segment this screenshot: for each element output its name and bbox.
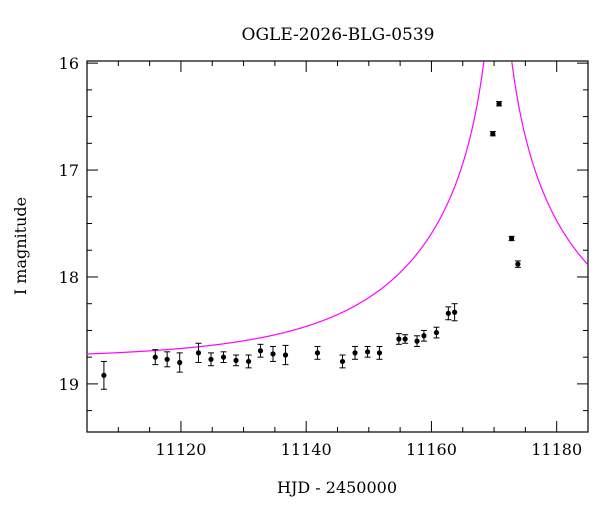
x-tick-label: 11120 [155, 440, 206, 459]
data-marker [177, 359, 183, 366]
data-point [433, 326, 440, 339]
data-point [339, 354, 346, 369]
data-marker [433, 329, 440, 336]
data-point [176, 352, 183, 373]
data-marker [220, 354, 227, 360]
data-marker [396, 336, 402, 342]
data-point [496, 101, 503, 107]
data-point [489, 131, 496, 137]
data-marker [233, 357, 239, 363]
data-point [414, 335, 421, 347]
y-tick-label: 17 [59, 161, 79, 180]
data-point [364, 345, 371, 358]
data-point [257, 343, 264, 358]
data-point [451, 303, 458, 322]
data-marker [414, 338, 420, 344]
data-marker [515, 261, 521, 267]
x-axis-label: HJD - 2450000 [277, 478, 397, 497]
x-tick-label: 11140 [281, 440, 332, 459]
data-point [195, 342, 202, 364]
data-marker [195, 350, 202, 356]
data-point [152, 349, 159, 366]
data-point [420, 329, 427, 342]
data-point [233, 354, 240, 367]
data-point [376, 345, 383, 360]
data-marker [364, 349, 371, 355]
data-point [395, 333, 402, 345]
y-tick-label: 16 [59, 54, 79, 73]
data-marker [101, 372, 107, 378]
data-point [402, 334, 409, 344]
data-point [508, 235, 515, 242]
data-point [269, 345, 276, 362]
data-point [220, 351, 227, 364]
data-marker [164, 356, 170, 362]
data-point [245, 354, 252, 369]
data-point [445, 306, 452, 321]
data-point [282, 344, 289, 366]
data-marker [376, 350, 383, 356]
x-tick-labels: 11120 11140 11160 11180 [155, 440, 582, 459]
axis-ticks [86, 61, 589, 432]
data-marker [282, 352, 289, 358]
data-point [100, 360, 107, 390]
data-marker [452, 309, 458, 315]
data-point [314, 345, 321, 360]
x-tick-label: 11160 [406, 440, 457, 459]
x-tick-label: 11180 [531, 440, 582, 459]
data-point [514, 260, 521, 268]
y-tick-label: 19 [59, 375, 79, 394]
data-points [100, 101, 521, 390]
data-point [207, 352, 214, 367]
data-marker [257, 348, 264, 354]
data-marker [421, 333, 427, 339]
data-marker [490, 131, 496, 137]
data-marker [314, 350, 321, 356]
data-marker [208, 356, 214, 362]
chart-title: OGLE-2026-BLG-0539 [242, 25, 435, 45]
data-marker [245, 358, 252, 365]
data-marker [339, 358, 346, 365]
data-marker [508, 235, 515, 242]
y-axis-label: I magnitude [11, 197, 30, 295]
data-marker [496, 101, 502, 107]
y-tick-label: 18 [59, 268, 79, 287]
data-marker [402, 336, 408, 342]
model-curve [86, 61, 589, 355]
y-tick-labels: 16 17 18 19 [59, 54, 79, 394]
data-marker [352, 350, 358, 356]
plot-frame [86, 60, 589, 433]
data-marker [270, 351, 276, 357]
data-marker [152, 354, 158, 360]
data-point [164, 351, 171, 368]
data-point [352, 345, 359, 360]
data-marker [445, 310, 451, 316]
